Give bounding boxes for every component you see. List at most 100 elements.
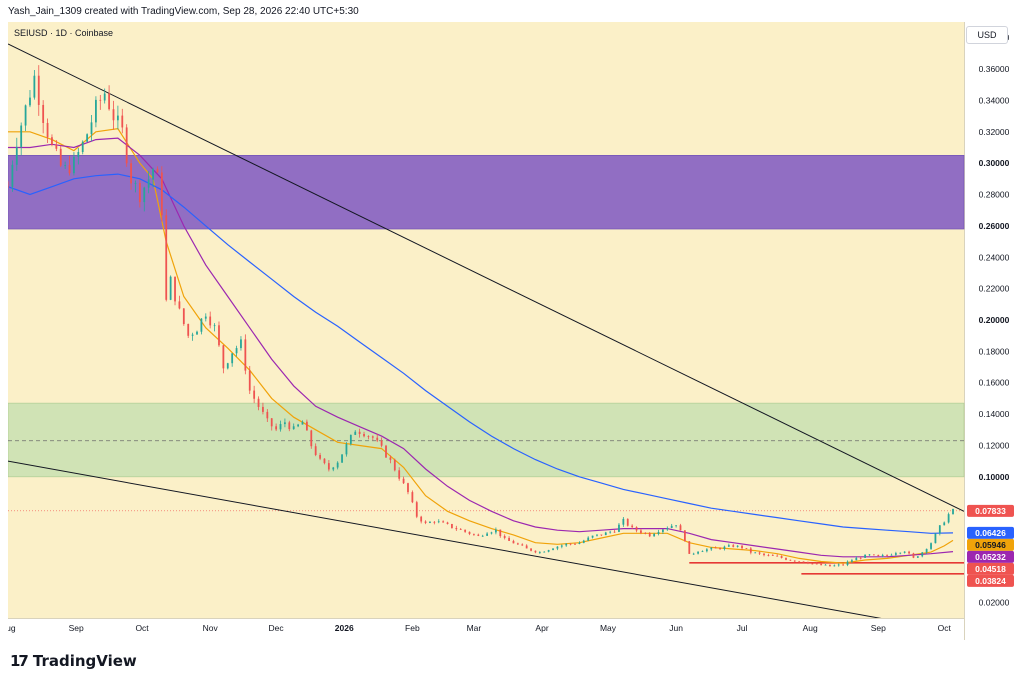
candle-body [560, 545, 563, 547]
candle-body [138, 182, 141, 203]
candle-body [653, 533, 656, 537]
candle-body [692, 553, 695, 555]
x-tick-label: 2026 [335, 623, 354, 633]
candle-body [143, 187, 146, 203]
candle-body [899, 552, 902, 554]
candle-body [842, 564, 845, 566]
candle-body [903, 551, 906, 553]
candle-body [947, 514, 950, 523]
candle-body [297, 424, 299, 427]
candle-body [407, 483, 409, 493]
candle-body [609, 531, 612, 533]
candle-body [169, 276, 172, 300]
candle-body [90, 122, 93, 135]
candle-body [174, 276, 176, 302]
price-label-box [967, 550, 1014, 563]
candle-body [288, 422, 291, 430]
candle-body [719, 547, 721, 550]
x-tick-label: Oct [135, 623, 149, 633]
candle-body [587, 537, 590, 541]
candle-body [367, 436, 370, 438]
candle-body [11, 164, 14, 187]
candle-body [877, 554, 880, 557]
candle-body [182, 308, 185, 324]
candle-body [262, 406, 264, 412]
candle-body [793, 560, 796, 562]
candle-body [336, 462, 339, 468]
candle-body [253, 390, 256, 399]
candle-body [771, 555, 774, 556]
candle-body [196, 331, 198, 335]
candle-body [802, 561, 805, 563]
candle-body [908, 551, 910, 554]
candle-body [319, 455, 321, 459]
candle-body [349, 434, 352, 444]
time-axis[interactable] [8, 618, 964, 641]
candle-body [33, 75, 36, 98]
y-tick-label: 0.14000 [979, 409, 1010, 419]
candle-body [468, 531, 471, 534]
candle-body [574, 543, 576, 545]
candle-body [710, 547, 713, 550]
candle-body [310, 430, 313, 447]
currency-button[interactable]: USD [966, 26, 1008, 44]
resistance-zone [8, 155, 965, 230]
y-tick-label: 0.30000 [979, 158, 1010, 168]
chart-frame[interactable]: 0.380000.360000.340000.320000.300000.280… [8, 22, 1021, 641]
candle-body [51, 137, 53, 145]
candle-body [930, 543, 932, 549]
candle-body [811, 563, 814, 565]
candle-body [508, 537, 510, 541]
candle-body [591, 535, 594, 538]
y-tick-label: 0.16000 [979, 378, 1010, 388]
support-zone [8, 402, 965, 478]
candle-body [42, 104, 45, 123]
x-tick-label: Jul [737, 623, 748, 633]
price-chart[interactable]: 0.380000.360000.340000.320000.300000.280… [8, 22, 1020, 640]
price-label: 0.07833 [975, 506, 1006, 516]
candle-body [547, 550, 550, 552]
x-tick-label: May [600, 623, 617, 633]
candle-body [815, 563, 818, 565]
x-tick-label: Apr [535, 623, 548, 633]
price-label: 0.06426 [975, 528, 1006, 538]
candle-body [785, 557, 787, 560]
candle-body [530, 548, 532, 551]
price-label: 0.03824 [975, 576, 1006, 586]
candle-body [204, 316, 207, 319]
candle-body [600, 534, 603, 536]
candle-body [701, 551, 704, 553]
candle-body [503, 536, 506, 538]
candle-body [473, 533, 475, 535]
candle-body [270, 418, 273, 427]
price-label-box [967, 538, 1014, 551]
candle-body [187, 323, 190, 336]
candle-body [829, 564, 831, 567]
trendline-1 [8, 43, 964, 512]
candle-body [59, 148, 62, 166]
candle-body [846, 561, 849, 566]
candle-body [424, 521, 427, 523]
candle-body [385, 445, 387, 458]
x-tick-label: Dec [269, 623, 285, 633]
candle-body [248, 370, 251, 391]
candle-body [662, 529, 664, 532]
candle-body [121, 115, 124, 128]
series-line-ema-long [8, 173, 954, 534]
candle-body [657, 531, 660, 534]
candle-body [604, 532, 607, 536]
candle-body [398, 470, 401, 479]
candle-body [886, 555, 888, 556]
candle-body [582, 540, 585, 543]
candle-body [618, 524, 620, 532]
candle-body [363, 433, 365, 437]
candle-body [209, 316, 212, 326]
candle-body [305, 421, 308, 431]
candle-body [244, 339, 247, 371]
candle-body [943, 522, 946, 526]
candle-body [824, 564, 827, 566]
candle-body [446, 522, 449, 524]
candle-body [626, 518, 629, 526]
candle-body [55, 144, 58, 149]
candle-body [213, 325, 216, 327]
